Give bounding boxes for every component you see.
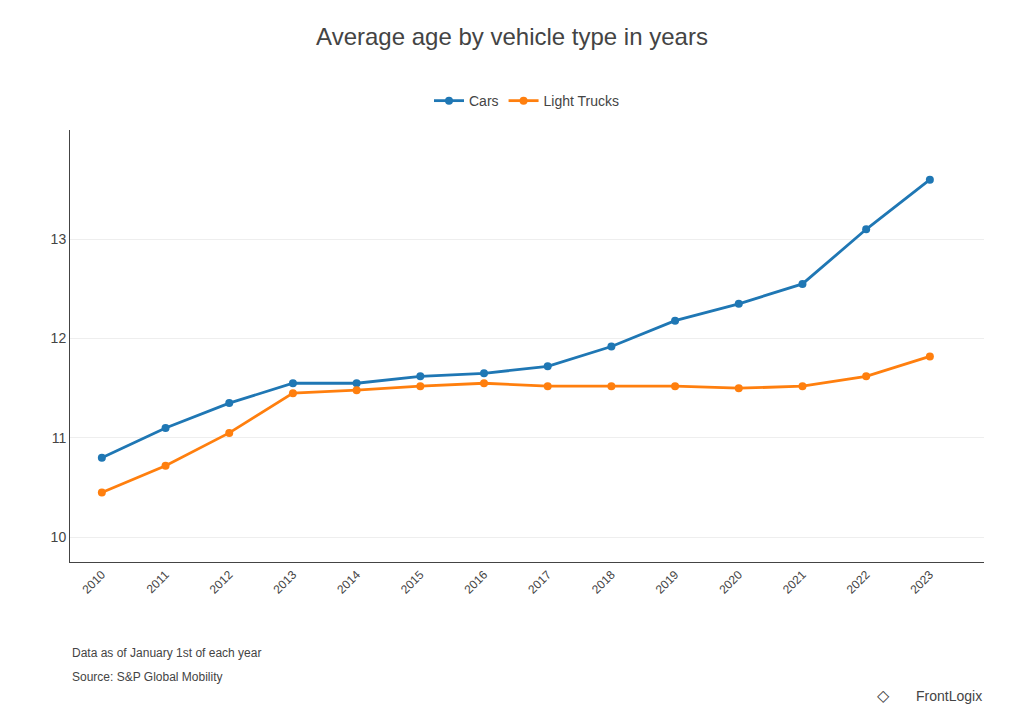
svg-text:11: 11 [52, 430, 67, 446]
svg-text:13: 13 [51, 231, 67, 247]
svg-text:Data as of January 1st of each: Data as of January 1st of each year [72, 646, 261, 660]
svg-text:10: 10 [51, 529, 67, 545]
svg-text:2022: 2022 [844, 568, 873, 597]
svg-text:Light Trucks: Light Trucks [544, 93, 619, 109]
svg-text:2015: 2015 [398, 568, 427, 597]
svg-text:Source: S&P Global Mobility: Source: S&P Global Mobility [72, 670, 223, 684]
svg-text:2012: 2012 [207, 568, 236, 597]
svg-text:Cars: Cars [469, 93, 499, 109]
svg-text:12: 12 [51, 330, 67, 346]
svg-text:2020: 2020 [716, 568, 745, 597]
svg-text:2016: 2016 [462, 568, 491, 597]
svg-text:Average age by vehicle type in: Average age by vehicle type in years [316, 23, 708, 50]
svg-text:◇: ◇ [877, 687, 890, 704]
svg-text:2014: 2014 [334, 568, 363, 597]
svg-text:2018: 2018 [589, 568, 618, 597]
svg-text:2013: 2013 [271, 568, 300, 597]
svg-text:2011: 2011 [144, 568, 172, 596]
svg-text:2019: 2019 [653, 568, 682, 597]
svg-text:FrontLogix: FrontLogix [916, 688, 982, 704]
svg-text:2017: 2017 [525, 568, 554, 597]
svg-text:2021: 2021 [780, 568, 809, 597]
svg-text:2023: 2023 [907, 568, 936, 597]
svg-text:2010: 2010 [79, 568, 108, 597]
